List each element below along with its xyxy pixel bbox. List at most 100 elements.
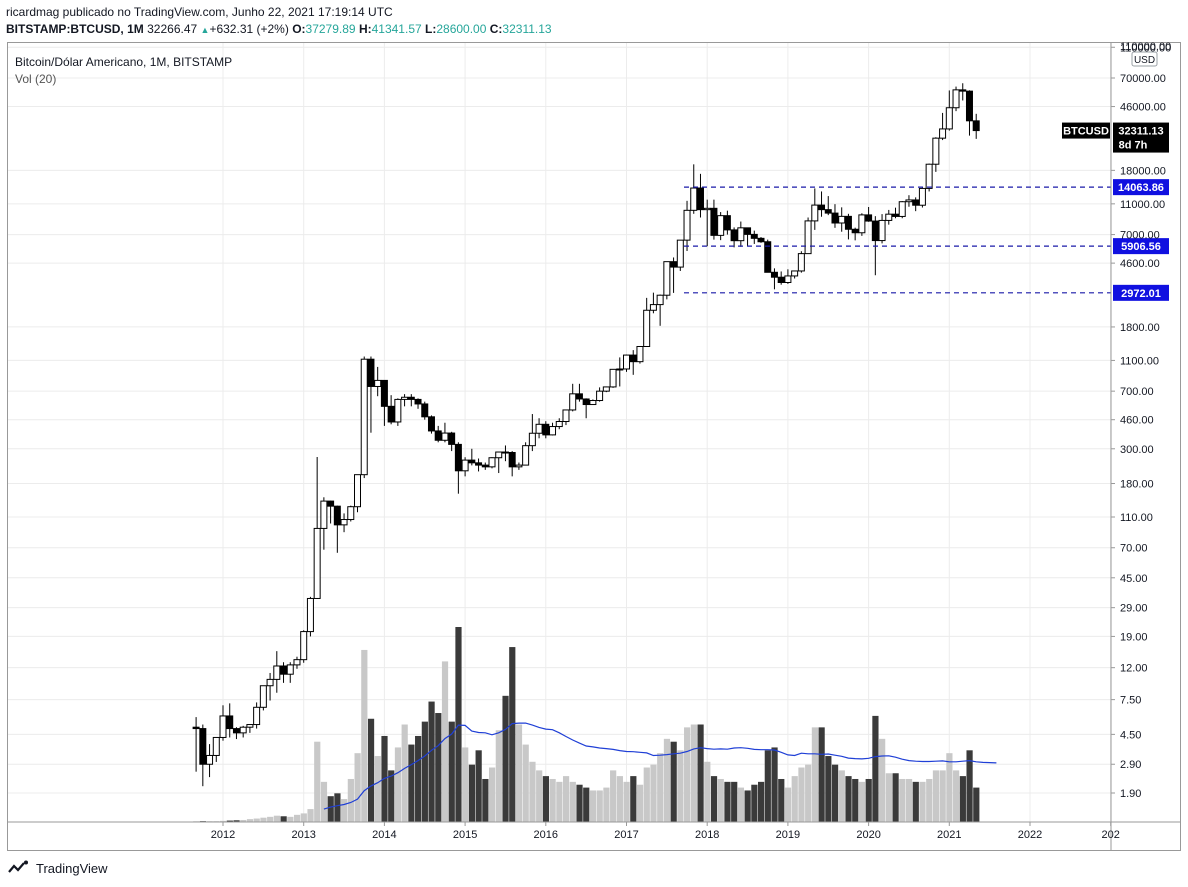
last-price: 32266.47 [147,22,198,36]
level-price-label: 2972.01 [1121,288,1161,300]
candles [192,83,980,787]
volume-bar [576,784,583,822]
low-value: 28600.00 [436,22,487,36]
volume-bar [428,701,435,822]
chart-frame [7,42,1181,851]
candle-body [582,398,590,406]
volume-bar [226,820,233,822]
candle-body [932,137,940,165]
volume-bar [435,713,442,822]
volume-bar [388,770,395,822]
volume-bar [966,750,973,822]
candle-body [333,505,341,526]
up-arrow-icon: ▲ [200,25,210,35]
volume-bar [953,770,960,822]
candle-body [542,423,550,436]
volume-bar [401,724,408,822]
volume-bar [932,770,940,822]
time-tick-label: 2015 [453,829,477,841]
candle-body [327,500,335,507]
volume-bar [448,721,455,822]
price-tick-label: 110000.00 [1120,41,1171,53]
volume-bar [811,727,819,822]
volume-bar [455,627,462,822]
candle-body [253,706,261,726]
volume-bar [468,764,476,822]
candle-body [885,213,893,221]
volume-bar [267,816,274,822]
volume-bar [367,718,375,822]
volume-bar [280,816,287,822]
candle-body [232,728,240,734]
volume-bar [354,753,361,822]
open-value: 37279.89 [305,22,356,36]
volume-pane [193,627,997,822]
volume-bar [838,770,845,822]
candle-body [239,726,247,734]
chart-legend: Bitcoin/Dólar Americano, 1M, BITSTAMP Vo… [15,54,232,88]
volume-bar [885,773,892,822]
candle-body [501,451,509,454]
volume-bar [441,661,449,822]
volume-bar [616,776,623,822]
time-tick-label: 2016 [534,829,558,841]
volume-bar [610,770,617,822]
candle-body [212,736,220,756]
candle-body [313,527,321,599]
bar-countdown-label: 8d 7h [1119,140,1148,152]
volume-bar [704,761,711,822]
footer-brand-name: TradingView [36,860,108,876]
candle-body [448,432,456,445]
symbol-tag-label: BTCUSD [1063,126,1109,138]
candle-body [616,368,624,371]
candle-body [401,396,409,400]
last-price-tag [1113,122,1169,153]
candle-body [777,276,785,283]
volume-bar [630,776,637,822]
candle-body [549,426,557,436]
candle-body [636,345,644,363]
volume-bar [919,781,926,822]
price-tick-label: 70000.00 [1120,73,1166,85]
volume-bar [415,735,422,822]
volume-bar [899,778,906,822]
candle-body [300,631,308,661]
time-axis: 2012 2013 2014 2015 2016 2017 2018 2019 2020 2021… [8,821,1180,841]
candle-body [737,227,745,242]
candle-body [918,187,926,206]
high-value: 41341.57 [371,22,422,36]
volume-bar [240,819,247,822]
candle-body [475,462,483,466]
footer-brand[interactable]: TradingView [8,860,108,876]
candle-body [454,443,462,472]
volume-bar [334,793,341,822]
level-price-label: 5906.56 [1121,241,1161,253]
candle-body [770,271,778,278]
legend-title: Bitcoin/Dólar Americano, 1M, BITSTAMP [15,55,233,69]
candle-body [744,227,752,235]
candle-body [273,665,281,680]
volume-bar [287,816,294,822]
chart-header: ricardmag publicado no TradingView.com, … [6,4,552,39]
candle-body [286,664,294,675]
price-tick-label: 29.00 [1120,603,1148,615]
price-tick-label: 300.00 [1120,444,1154,456]
volume-bar [697,724,704,822]
grid-lines [8,43,1112,822]
price-tick-label: 110.00 [1120,512,1153,524]
volume-bar [677,750,684,822]
volume-bar [892,773,899,822]
time-tick-label: 2018 [695,829,719,841]
volume-bar [926,778,933,822]
volume-bar [791,776,798,822]
candle-body [851,228,859,234]
candle-body [219,715,227,738]
volume-bar [603,787,610,822]
candle-body [340,519,348,526]
candle-body [656,294,664,306]
price-tick-label: 4.50 [1120,729,1141,741]
volume-bar [246,819,254,822]
publisher-line: ricardmag publicado no TradingView.com, … [6,5,393,19]
time-tick-label: 2021 [937,829,961,841]
